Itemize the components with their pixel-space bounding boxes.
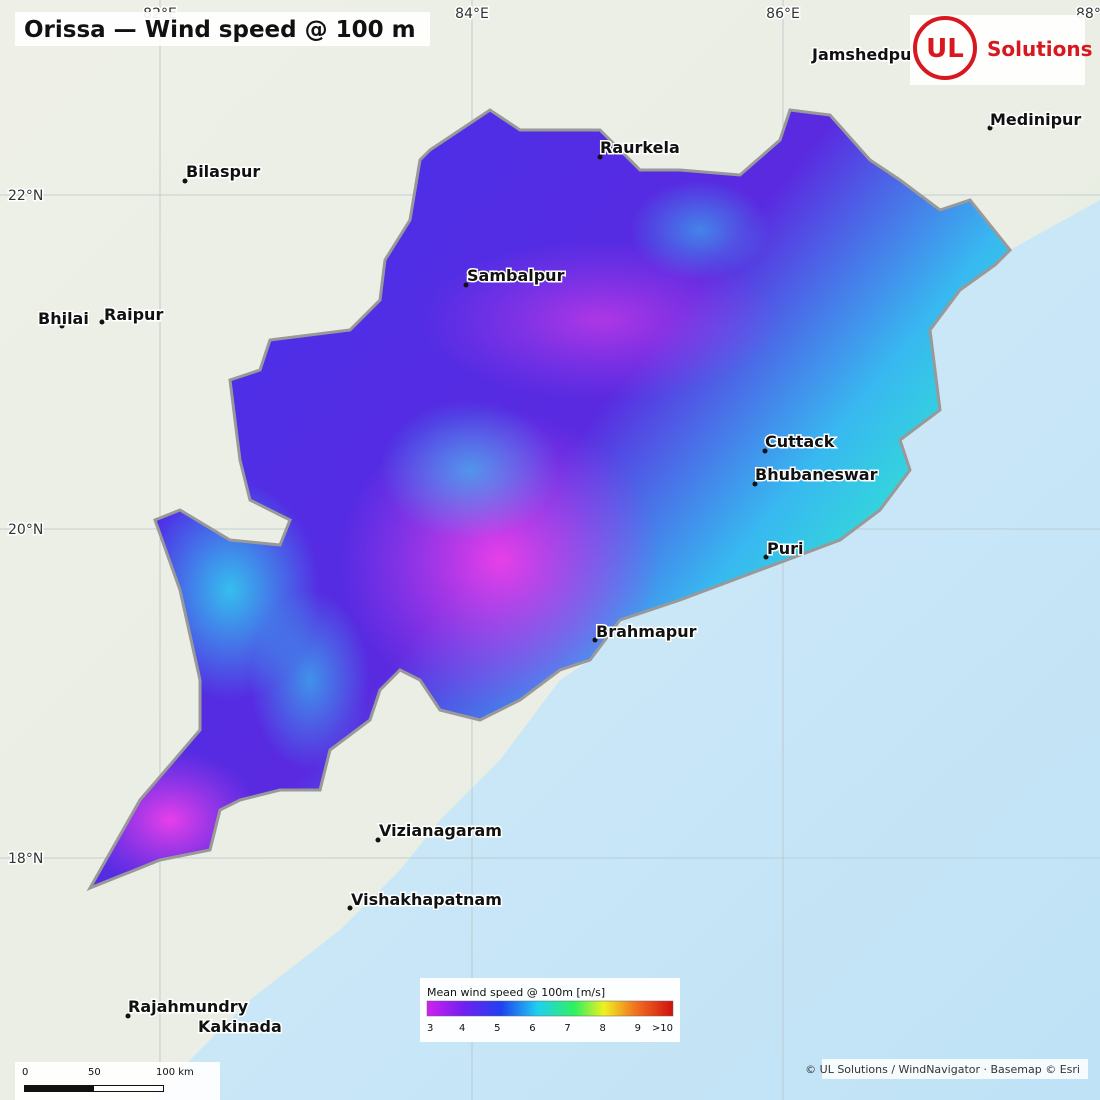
- latitude-label: 20°N: [8, 522, 43, 538]
- wind-low-area: [380, 400, 560, 540]
- legend-tick-label: 3: [427, 1023, 433, 1034]
- scale-label: 0: [22, 1067, 28, 1078]
- city-label: Raurkela: [600, 138, 680, 157]
- legend-tick-label: >10: [652, 1023, 673, 1034]
- city-label: Kakinada: [198, 1017, 282, 1036]
- state-border: [86, 108, 1013, 891]
- legend-tick-label: 5: [494, 1023, 500, 1034]
- city-dot: [987, 125, 993, 131]
- city-label: Medinipur: [990, 110, 1081, 129]
- city-dot: [99, 319, 105, 325]
- scale-box: [15, 1062, 220, 1100]
- attribution: © UL Solutions / WindNavigator · Basemap…: [805, 1063, 1080, 1076]
- city-label: Puri: [767, 539, 804, 558]
- legend-tick-label: 9: [635, 1023, 641, 1034]
- logo-box: [910, 15, 1085, 85]
- logo-circle: [913, 16, 977, 80]
- legend-ticks: 3 4 5 6 7 8 9 >10: [427, 1023, 673, 1034]
- sea: [150, 200, 1100, 1100]
- city-label: Rajahmundry: [128, 997, 249, 1016]
- logo-text: Solutions: [987, 37, 1093, 61]
- cities: Jamshedpu Medinipur Raurkela Bilaspur Sa…: [37, 44, 1083, 1038]
- city-dot: [59, 323, 65, 329]
- wind-low-area: [250, 590, 370, 770]
- city-dot: [463, 282, 469, 288]
- logo-mark: UL: [926, 34, 964, 64]
- city-dot: [763, 554, 769, 560]
- latitude-label: 22°N: [8, 188, 43, 204]
- city-dot: [125, 1013, 131, 1019]
- city-label: Brahmapur: [596, 622, 697, 641]
- legend-tick-label: 4: [459, 1023, 465, 1034]
- legend-tick-label: 6: [529, 1023, 535, 1034]
- city-dot: [375, 837, 381, 843]
- city-label: Cuttack: [765, 432, 835, 451]
- city-dot: [592, 637, 598, 643]
- city-label: Raipur: [104, 305, 163, 324]
- city-label: Bhilai: [38, 309, 89, 328]
- city-label: Bhubaneswar: [755, 465, 878, 484]
- title-box: [15, 12, 430, 46]
- scale-label: 100 km: [156, 1067, 194, 1078]
- latitude-label: 18°N: [8, 851, 43, 867]
- city-dot: [762, 448, 768, 454]
- title: Orissa — Wind speed @ 100 m: [24, 17, 416, 43]
- city-label: Jamshedpu: [811, 45, 911, 64]
- city-label: Vizianagaram: [379, 821, 502, 840]
- attribution-box: [822, 1059, 1088, 1079]
- city-dot: [347, 905, 353, 911]
- legend-tick-label: 7: [564, 1023, 570, 1034]
- city-dot: [182, 178, 188, 184]
- wind-low-area: [630, 180, 770, 280]
- longitude-label: 84°E: [455, 6, 489, 22]
- city-label: Sambalpur: [467, 266, 565, 285]
- scale-label: 50: [88, 1067, 101, 1078]
- legend-title: Mean wind speed @ 100m [m/s]: [427, 986, 605, 999]
- city-dot: [597, 154, 603, 160]
- scale-bar-segment: [94, 1086, 163, 1091]
- longitude-label: 86°E: [766, 6, 800, 22]
- legend-colorbar: [426, 1000, 674, 1017]
- city-label: Vishakhapatnam: [351, 890, 502, 909]
- city-dot: [752, 481, 758, 487]
- city-label: Bilaspur: [186, 162, 260, 181]
- legend-tick-label: 8: [600, 1023, 606, 1034]
- wind-high-area: [420, 240, 780, 400]
